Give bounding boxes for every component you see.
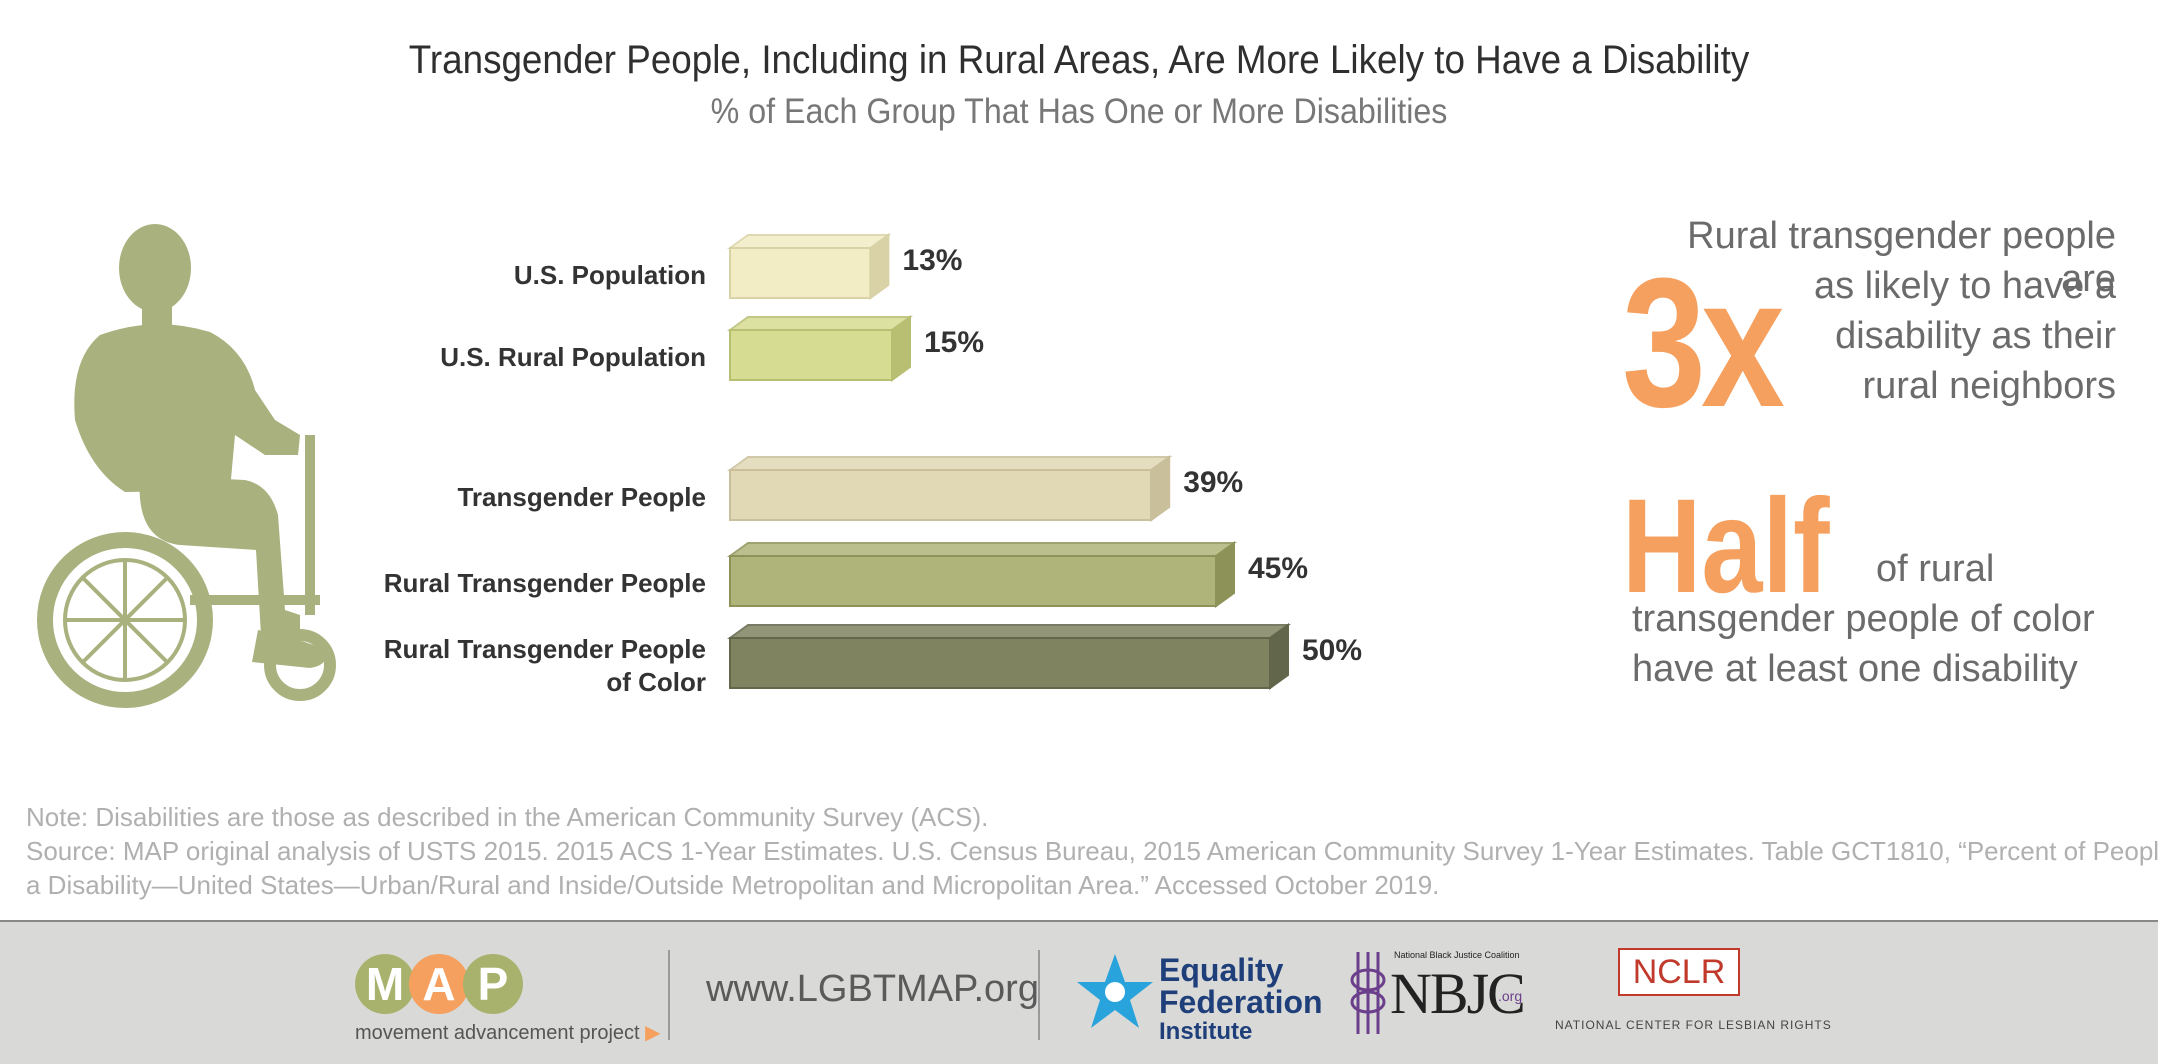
- source-line-2: a Disability—United States—Urban/Rural a…: [26, 870, 1440, 900]
- category-label: Transgender People: [457, 482, 706, 512]
- star-icon: [1077, 954, 1153, 1028]
- callout-1-line-1: Rural transgender people are: [1687, 215, 2116, 300]
- callout-3x: 3x: [1622, 239, 1785, 445]
- note-text: Note: Disabilities are those as describe…: [26, 802, 989, 832]
- bar: [729, 329, 893, 381]
- value-label: 15%: [924, 326, 984, 359]
- bar-group: [726, 233, 892, 300]
- notes: Note: Disabilities are those as describe…: [26, 800, 2158, 902]
- divider: [1038, 950, 1040, 1040]
- nclr-subtitle: NATIONAL CENTER FOR LESBIAN RIGHTS: [1555, 1018, 1832, 1032]
- category-label: of Color: [606, 667, 706, 697]
- bar-top: [726, 542, 1238, 557]
- efi-logo[interactable]: Equality Federation Institute: [1075, 950, 1323, 1044]
- bar-group: [726, 455, 1173, 522]
- bar-top: [726, 234, 892, 249]
- nclr-box: NCLR: [1618, 948, 1740, 996]
- bar-top: [726, 456, 1173, 471]
- nbjc-emblem-icon: [1350, 952, 1386, 1034]
- callout-1-line-2: as likely to have a: [1813, 265, 2116, 307]
- bar-side: [1215, 541, 1235, 608]
- callout-2-line-2: transgender people of color: [1632, 598, 2095, 640]
- chart-title: Transgender People, Including in Rural A…: [408, 38, 1750, 82]
- category-label: U.S. Population: [514, 260, 706, 290]
- bar-side: [891, 315, 911, 382]
- value-label: 45%: [1248, 552, 1308, 585]
- category-label: U.S. Rural Population: [440, 342, 706, 372]
- category-label: Rural Transgender People: [384, 568, 706, 598]
- bar-side: [1269, 623, 1289, 690]
- play-arrow-icon: ▶: [645, 1022, 661, 1044]
- bar-group: [726, 541, 1238, 608]
- efi-line-2: Federation: [1159, 984, 1323, 1020]
- bar: [729, 469, 1153, 521]
- bar-side: [1150, 455, 1171, 522]
- bar-top: [726, 316, 914, 331]
- nbjc-text: NBJC: [1390, 961, 1526, 1026]
- callout-1-line-3: disability as their: [1835, 315, 2116, 357]
- bar-group: [726, 315, 914, 382]
- wheelchair-user-icon: [37, 224, 336, 708]
- nbjc-org: .org: [1498, 988, 1523, 1004]
- map-letter-a: A: [409, 954, 469, 1014]
- bar: [729, 247, 872, 299]
- callout-1-line-4: rural neighbors: [1862, 365, 2116, 407]
- divider: [668, 950, 670, 1040]
- bar-chart: 13% U.S. Population 15% U.S. Rural Populati…: [384, 233, 1362, 697]
- bar-side: [869, 233, 890, 300]
- efi-line-3: Institute: [1159, 1018, 1253, 1045]
- bar: [729, 637, 1271, 689]
- value-label: 50%: [1302, 634, 1362, 667]
- bar-group: [726, 623, 1292, 690]
- map-letter-p: P: [463, 954, 523, 1014]
- bar-top: [726, 624, 1292, 639]
- source-line-1: Source: MAP original analysis of USTS 20…: [26, 836, 2158, 866]
- callout-2-line-1: of rural: [1876, 548, 1995, 590]
- callout-2-line-3: have at least one disability: [1632, 648, 2078, 690]
- callout-half: Half: [1622, 472, 1830, 621]
- bar: [729, 555, 1217, 607]
- chart-subtitle: % of Each Group That Has One or More Dis…: [710, 92, 1448, 131]
- nbjc-top-text: National Black Justice Coalition: [1394, 950, 1520, 960]
- map-subtitle: movement advancement project ▶: [355, 1022, 661, 1044]
- value-label: 13%: [902, 244, 962, 277]
- category-label: Rural Transgender People: [384, 634, 706, 664]
- efi-line-1: Equality: [1159, 952, 1284, 988]
- value-label: 39%: [1183, 466, 1243, 499]
- map-letter-m: M: [355, 954, 415, 1014]
- website-link[interactable]: www.LGBTMAP.org: [706, 968, 1039, 1010]
